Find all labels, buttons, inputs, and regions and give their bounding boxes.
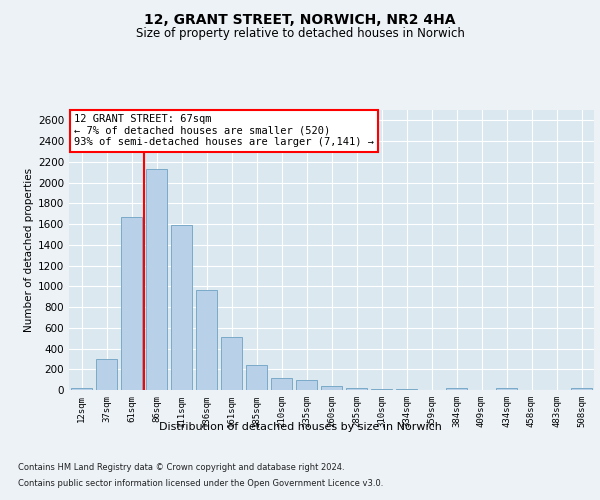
Bar: [71, 388, 92, 390]
Bar: [446, 388, 467, 390]
Bar: [571, 388, 592, 390]
Text: 12, GRANT STREET, NORWICH, NR2 4HA: 12, GRANT STREET, NORWICH, NR2 4HA: [144, 12, 456, 26]
Bar: [146, 169, 167, 390]
Text: Contains public sector information licensed under the Open Government Licence v3: Contains public sector information licen…: [18, 479, 383, 488]
Bar: [221, 337, 242, 390]
Bar: [196, 290, 217, 390]
Bar: [371, 389, 392, 390]
Bar: [171, 225, 192, 390]
Bar: [496, 388, 517, 390]
Text: Size of property relative to detached houses in Norwich: Size of property relative to detached ho…: [136, 28, 464, 40]
Text: Distribution of detached houses by size in Norwich: Distribution of detached houses by size …: [158, 422, 442, 432]
Bar: [246, 364, 267, 390]
Y-axis label: Number of detached properties: Number of detached properties: [24, 168, 34, 332]
Bar: [96, 360, 117, 390]
Bar: [121, 217, 142, 390]
Bar: [296, 380, 317, 390]
Bar: [321, 386, 342, 390]
Bar: [271, 378, 292, 390]
Bar: [346, 388, 367, 390]
Text: Contains HM Land Registry data © Crown copyright and database right 2024.: Contains HM Land Registry data © Crown c…: [18, 462, 344, 471]
Text: 12 GRANT STREET: 67sqm
← 7% of detached houses are smaller (520)
93% of semi-det: 12 GRANT STREET: 67sqm ← 7% of detached …: [74, 114, 374, 148]
